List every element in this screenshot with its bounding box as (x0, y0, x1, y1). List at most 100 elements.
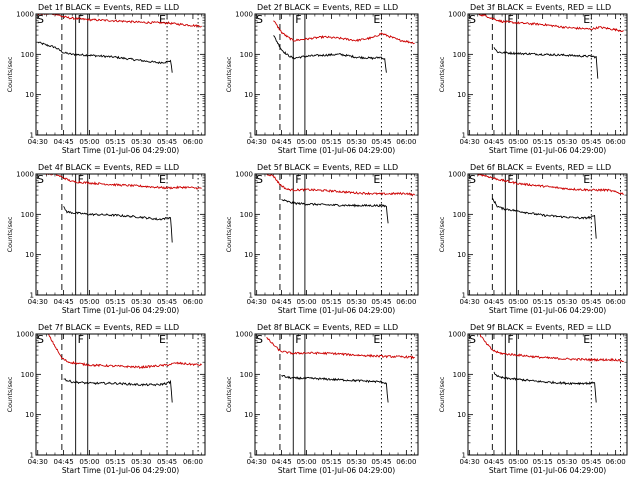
series-line-events (281, 199, 389, 224)
x-tick-label: 05:00 (508, 458, 528, 466)
y-tick-label: 1 (249, 132, 253, 140)
chart-panel-2: Det 2f BLACK = Events, RED = LLD 1 10 100 10… (225, 3, 419, 155)
chart-title: Det 1f BLACK = Events, RED = LLD (38, 3, 179, 12)
y-tick-label: 100 (21, 211, 34, 219)
marker-label-f: F (295, 333, 301, 346)
plot-frame (35, 13, 206, 136)
marker-label-s: S (469, 333, 476, 346)
y-axis-label: Counts/sec (438, 216, 446, 252)
x-axis-label: Start Time (01-Jul-06 04:29:00) (489, 466, 606, 475)
y-tick-label: 1000 (448, 331, 466, 339)
y-tick-label: 10 (457, 91, 466, 99)
x-axis-label: Start Time (01-Jul-06 04:29:00) (489, 146, 606, 155)
series-line-lld (477, 14, 624, 32)
x-tick-label: 04:30 (460, 458, 480, 466)
x-tick-label: 06:00 (396, 138, 416, 146)
marker-label-e: E (159, 13, 166, 26)
x-tick-label: 04:30 (247, 298, 267, 306)
chart-panel-4: Det 4f BLACK = Events, RED = LLD 1 10 100 10… (6, 163, 206, 315)
marker-label-s: S (37, 333, 44, 346)
series-line-lld (266, 337, 415, 360)
x-tick-label: 04:30 (460, 298, 480, 306)
series-line-events (273, 35, 387, 73)
plot-frame (467, 333, 628, 456)
y-tick-label: 1 (249, 452, 253, 460)
x-tick-label: 05:30 (557, 138, 577, 146)
marker-label-f: F (78, 173, 84, 186)
marker-label-f: F (295, 13, 301, 26)
x-tick-label: 05:45 (581, 138, 601, 146)
x-tick-label: 05:45 (157, 138, 177, 146)
series-line-events (63, 206, 173, 243)
marker-label-e: E (583, 13, 590, 26)
marker-label-e: E (373, 333, 380, 346)
y-tick-label: 100 (21, 51, 34, 59)
x-tick-label: 05:45 (371, 298, 391, 306)
x-tick-label: 06:00 (183, 458, 203, 466)
x-tick-label: 05:00 (508, 298, 528, 306)
plot-frame (254, 173, 419, 296)
marker-label-f: F (507, 173, 513, 186)
y-tick-label: 10 (25, 251, 34, 259)
x-tick-label: 05:30 (557, 458, 577, 466)
marker-label-s: S (256, 173, 263, 186)
y-tick-label: 100 (453, 51, 466, 59)
marker-label-s: S (469, 13, 476, 26)
y-tick-label: 10 (25, 411, 34, 419)
chart-title: Det 9f BLACK = Events, RED = LLD (470, 323, 611, 332)
x-tick-label: 04:30 (247, 458, 267, 466)
marker-label-f: F (78, 13, 84, 26)
y-tick-label: 1 (462, 292, 466, 300)
x-tick-label: 05:00 (79, 458, 99, 466)
y-tick-label: 1000 (448, 11, 466, 19)
y-tick-label: 10 (25, 91, 34, 99)
y-tick-label: 100 (21, 371, 34, 379)
chart-panel-5: Det 5f BLACK = Events, RED = LLD 1 10 100 10… (225, 163, 419, 315)
y-axis-label: Counts/sec (438, 376, 446, 412)
y-tick-label: 100 (240, 211, 253, 219)
x-tick-label: 04:45 (272, 458, 292, 466)
x-tick-label: 04:30 (28, 298, 48, 306)
chart-panel-3: Det 3f BLACK = Events, RED = LLD 1 10 100 10… (438, 3, 628, 155)
x-tick-label: 05:15 (533, 298, 553, 306)
x-axis-label: Start Time (01-Jul-06 04:29:00) (62, 146, 179, 155)
marker-label-s: S (37, 13, 44, 26)
y-tick-label: 1000 (16, 331, 34, 339)
x-axis-label: Start Time (01-Jul-06 04:29:00) (489, 306, 606, 315)
marker-label-e: E (373, 173, 380, 186)
series-line-lld (479, 334, 624, 362)
x-tick-label: 05:45 (157, 298, 177, 306)
x-tick-label: 05:45 (371, 138, 391, 146)
y-axis-label: Counts/sec (438, 56, 446, 92)
marker-label-f: F (78, 333, 84, 346)
chart-title: Det 2f BLACK = Events, RED = LLD (257, 3, 398, 12)
x-tick-label: 05:00 (79, 298, 99, 306)
chart-title: Det 5f BLACK = Events, RED = LLD (257, 163, 398, 172)
y-tick-label: 1000 (16, 11, 34, 19)
series-line-events (491, 197, 597, 239)
x-tick-label: 04:45 (53, 138, 73, 146)
plot-frame (467, 173, 628, 296)
x-tick-label: 05:45 (581, 298, 601, 306)
marker-label-s: S (469, 173, 476, 186)
marker-label-s: S (256, 13, 263, 26)
y-tick-label: 1 (30, 132, 34, 140)
y-tick-label: 1 (462, 452, 466, 460)
y-tick-label: 1000 (235, 11, 253, 19)
series-line-lld (477, 174, 625, 196)
x-tick-label: 05:00 (296, 458, 316, 466)
y-tick-label: 10 (244, 91, 253, 99)
x-tick-label: 04:45 (484, 138, 504, 146)
x-tick-label: 06:00 (396, 298, 416, 306)
chart-title: Det 6f BLACK = Events, RED = LLD (470, 163, 611, 172)
x-tick-label: 06:00 (183, 298, 203, 306)
x-tick-label: 04:45 (484, 298, 504, 306)
y-axis-label: Counts/sec (225, 216, 233, 252)
x-tick-label: 05:15 (321, 458, 341, 466)
series-line-events (281, 374, 389, 403)
chart-title: Det 3f BLACK = Events, RED = LLD (470, 3, 611, 12)
x-tick-label: 04:45 (272, 138, 292, 146)
series-line-lld (45, 174, 202, 190)
plot-frame (467, 13, 628, 136)
